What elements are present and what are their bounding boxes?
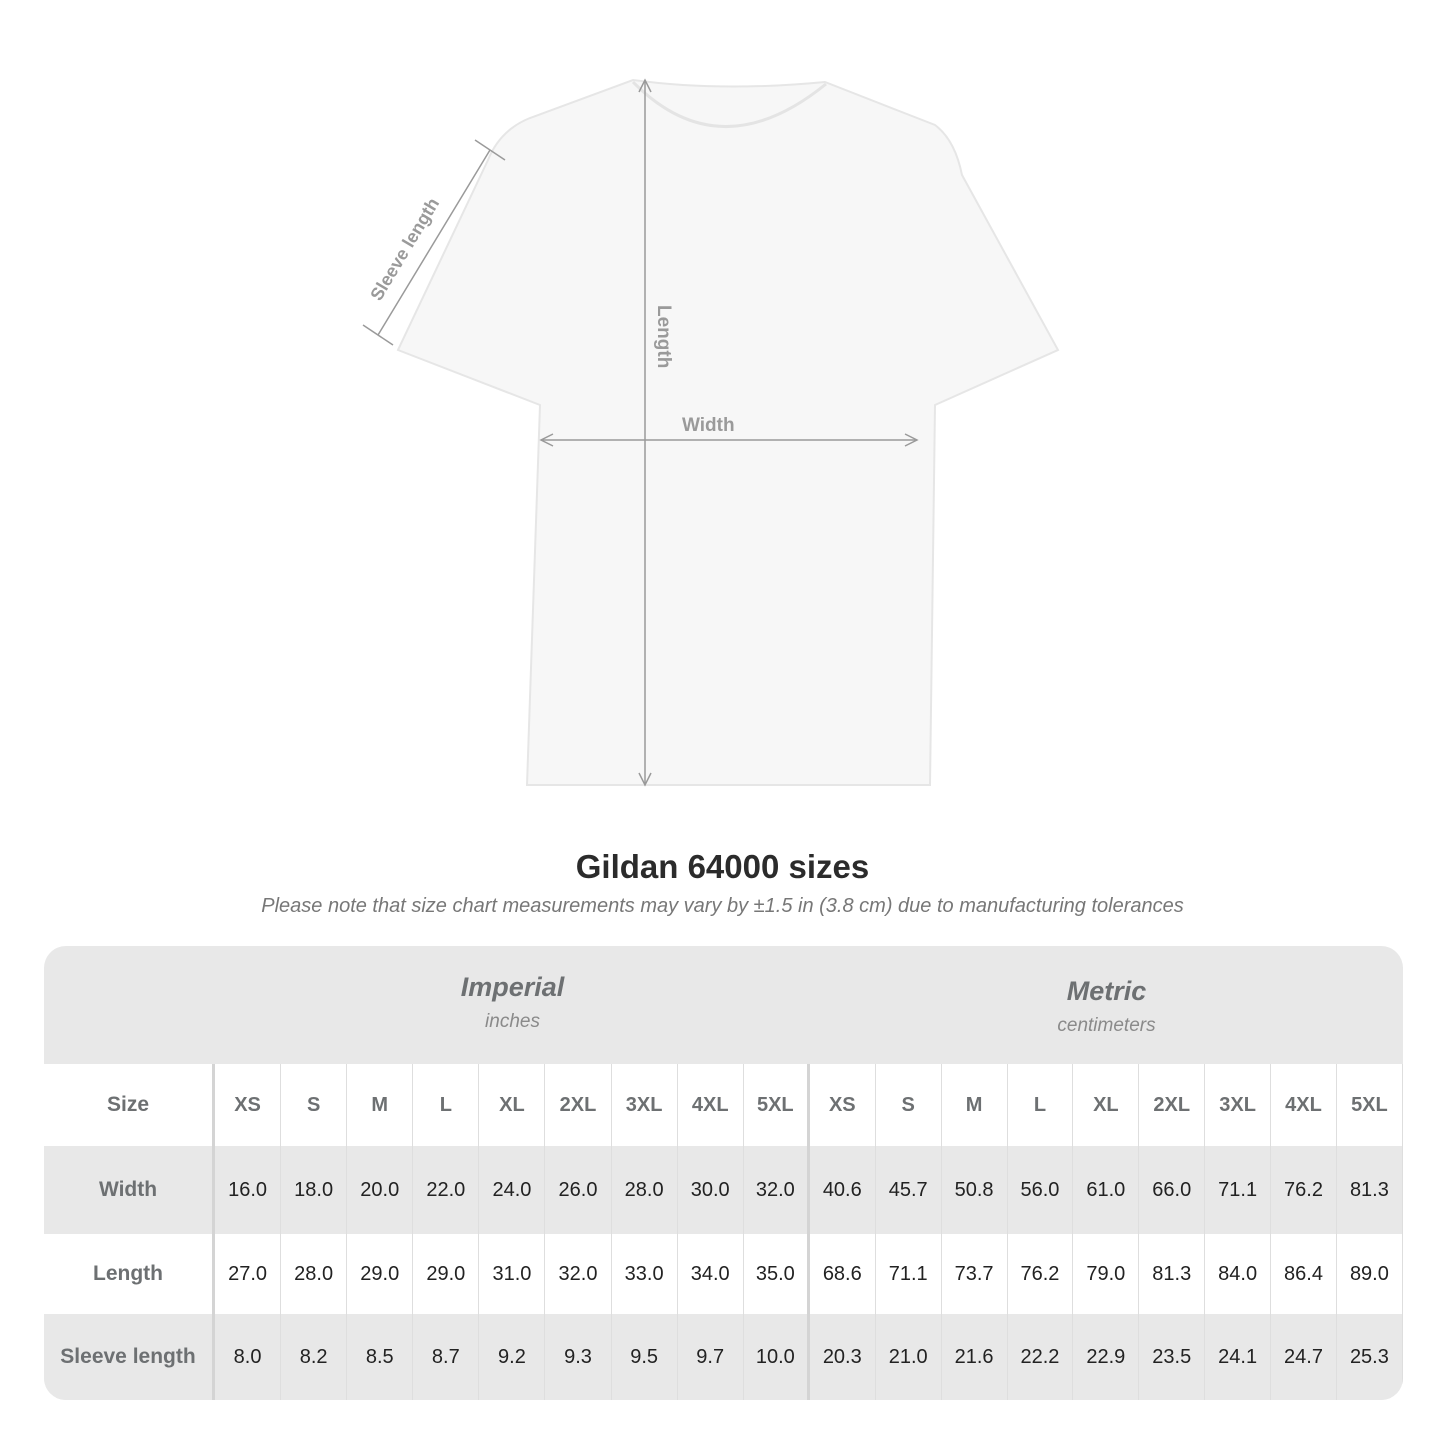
row-label: Width bbox=[44, 1146, 215, 1234]
imperial-size-header: L bbox=[413, 1064, 480, 1146]
metric-value-cell: 81.3 bbox=[1139, 1234, 1206, 1314]
imperial-value-cell: 20.0 bbox=[347, 1146, 414, 1234]
imperial-size-header: 5XL bbox=[744, 1064, 810, 1146]
metric-value-cell: 89.0 bbox=[1337, 1234, 1403, 1314]
imperial-value-cell: 8.5 bbox=[347, 1314, 414, 1400]
imperial-size-header: 2XL bbox=[545, 1064, 612, 1146]
imperial-size-header: S bbox=[281, 1064, 348, 1146]
metric-value-cell: 23.5 bbox=[1139, 1314, 1206, 1400]
measure-lines bbox=[362, 78, 919, 787]
metric-size-header: S bbox=[876, 1064, 942, 1146]
imperial-value-cell: 22.0 bbox=[413, 1146, 480, 1234]
imperial-value-cell: 9.2 bbox=[479, 1314, 546, 1400]
imperial-value-cell: 29.0 bbox=[347, 1234, 414, 1314]
metric-value-cell: 24.1 bbox=[1205, 1314, 1272, 1400]
metric-value-cell: 81.3 bbox=[1337, 1146, 1403, 1234]
imperial-size-header: 4XL bbox=[678, 1064, 744, 1146]
tshirt-collar bbox=[631, 80, 827, 128]
imperial-value-cell: 10.0 bbox=[744, 1314, 810, 1400]
imperial-value-cell: 32.0 bbox=[545, 1234, 612, 1314]
table-row-sleeve-length: Sleeve length 8.0 8.2 8.5 8.7 9.2 9.3 9.5 9.7 10.… bbox=[44, 1314, 1403, 1400]
metric-value-cell: 21.0 bbox=[876, 1314, 942, 1400]
metric-value-cell: 20.3 bbox=[810, 1314, 876, 1400]
imperial-value-cell: 30.0 bbox=[678, 1146, 744, 1234]
metric-value-cell: 22.9 bbox=[1073, 1314, 1140, 1400]
imperial-value-cell: 35.0 bbox=[744, 1234, 810, 1314]
length-label: Length bbox=[653, 305, 674, 368]
imperial-size-header: XS bbox=[215, 1064, 282, 1146]
imperial-size-header: M bbox=[347, 1064, 414, 1146]
imperial-value-cell: 33.0 bbox=[612, 1234, 678, 1314]
imperial-value-cell: 32.0 bbox=[744, 1146, 810, 1234]
imperial-size-header: 3XL bbox=[612, 1064, 678, 1146]
tshirt-diagram: Sleeve length Length Width bbox=[362, 78, 1060, 787]
imperial-title: Imperial bbox=[460, 972, 565, 1002]
imperial-value-cell: 27.0 bbox=[215, 1234, 282, 1314]
imperial-value-cell: 8.0 bbox=[215, 1314, 282, 1400]
metric-size-header: 4XL bbox=[1271, 1064, 1337, 1146]
metric-unit: centimeters bbox=[1057, 1015, 1156, 1036]
imperial-group-header: Imperial inches bbox=[215, 946, 810, 1090]
imperial-value-cell: 9.7 bbox=[678, 1314, 744, 1400]
metric-value-cell: 71.1 bbox=[1205, 1146, 1272, 1234]
metric-value-cell: 66.0 bbox=[1139, 1146, 1206, 1234]
metric-size-header: 2XL bbox=[1139, 1064, 1206, 1146]
metric-value-cell: 68.6 bbox=[810, 1234, 876, 1314]
metric-value-cell: 22.2 bbox=[1008, 1314, 1074, 1400]
size-header-row: Size XS S M L XL 2XL 3XL 4XL 5XL XS S M L XL 2XL 3XL 4XL 5… bbox=[44, 1064, 1403, 1146]
metric-size-header: 3XL bbox=[1205, 1064, 1272, 1146]
imperial-value-cell: 8.7 bbox=[413, 1314, 480, 1400]
metric-value-cell: 84.0 bbox=[1205, 1234, 1272, 1314]
metric-value-cell: 76.2 bbox=[1271, 1146, 1337, 1234]
metric-value-cell: 61.0 bbox=[1073, 1146, 1140, 1234]
metric-value-cell: 25.3 bbox=[1337, 1314, 1403, 1400]
table-row-length: Length 27.0 28.0 29.0 29.0 31.0 32.0 33.0 34.0 35… bbox=[44, 1234, 1403, 1314]
metric-size-header: 5XL bbox=[1337, 1064, 1403, 1146]
imperial-value-cell: 24.0 bbox=[479, 1146, 546, 1234]
width-label: Width bbox=[682, 415, 735, 436]
imperial-value-cell: 8.2 bbox=[281, 1314, 348, 1400]
metric-size-header: L bbox=[1008, 1064, 1074, 1146]
tolerance-note: Please note that size chart measurements… bbox=[261, 895, 1184, 917]
metric-group-header: Metric centimeters bbox=[810, 946, 1403, 1094]
metric-value-cell: 40.6 bbox=[810, 1146, 876, 1234]
metric-value-cell: 56.0 bbox=[1008, 1146, 1074, 1234]
imperial-value-cell: 9.3 bbox=[545, 1314, 612, 1400]
tshirt-shape bbox=[396, 78, 1060, 786]
imperial-value-cell: 29.0 bbox=[413, 1234, 480, 1314]
metric-title: Metric bbox=[1066, 976, 1147, 1006]
imperial-unit: inches bbox=[485, 1011, 540, 1032]
row-label: Size bbox=[44, 1064, 215, 1146]
metric-size-header: M bbox=[942, 1064, 1008, 1146]
metric-value-cell: 76.2 bbox=[1008, 1234, 1074, 1314]
metric-size-header: XS bbox=[810, 1064, 876, 1146]
metric-value-cell: 21.6 bbox=[942, 1314, 1008, 1400]
imperial-value-cell: 16.0 bbox=[215, 1146, 282, 1234]
metric-value-cell: 71.1 bbox=[876, 1234, 942, 1314]
row-label: Length bbox=[44, 1234, 215, 1314]
imperial-value-cell: 34.0 bbox=[678, 1234, 744, 1314]
imperial-size-header: XL bbox=[479, 1064, 546, 1146]
metric-value-cell: 73.7 bbox=[942, 1234, 1008, 1314]
chart-title: Gildan 64000 sizes bbox=[575, 848, 870, 885]
metric-value-cell: 45.7 bbox=[876, 1146, 942, 1234]
size-table: Imperial inches Metric centimeters Size X… bbox=[44, 946, 1403, 1400]
imperial-value-cell: 9.5 bbox=[612, 1314, 678, 1400]
imperial-value-cell: 28.0 bbox=[612, 1146, 678, 1234]
row-label: Sleeve length bbox=[44, 1314, 215, 1400]
metric-size-header: XL bbox=[1073, 1064, 1140, 1146]
metric-value-cell: 79.0 bbox=[1073, 1234, 1140, 1314]
metric-value-cell: 24.7 bbox=[1271, 1314, 1337, 1400]
imperial-value-cell: 18.0 bbox=[281, 1146, 348, 1234]
imperial-value-cell: 28.0 bbox=[281, 1234, 348, 1314]
imperial-value-cell: 26.0 bbox=[545, 1146, 612, 1234]
imperial-value-cell: 31.0 bbox=[479, 1234, 546, 1314]
table-row-width: Width 16.0 18.0 20.0 22.0 24.0 26.0 28.0 30.0 32.… bbox=[44, 1146, 1403, 1234]
metric-value-cell: 50.8 bbox=[942, 1146, 1008, 1234]
metric-value-cell: 86.4 bbox=[1271, 1234, 1337, 1314]
